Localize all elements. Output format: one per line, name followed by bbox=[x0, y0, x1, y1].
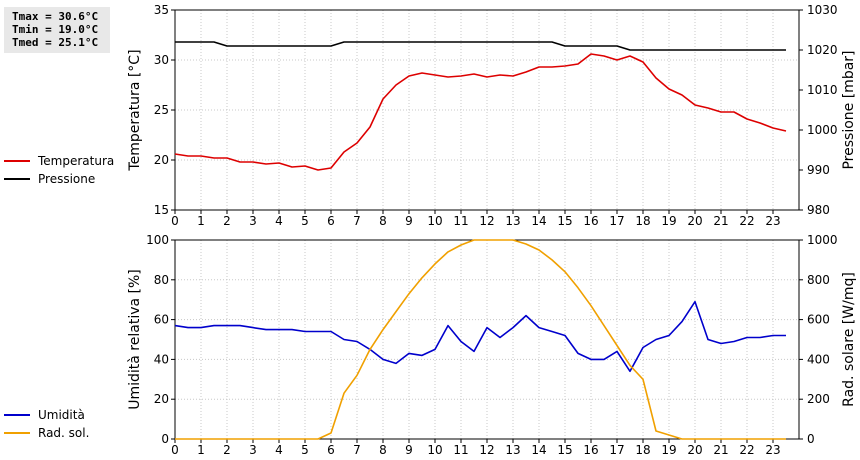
panel1-x-tick-label: 1 bbox=[197, 214, 205, 228]
panel2-y2-tick-label: 0 bbox=[807, 432, 815, 446]
panel1-y-axis-label: Temperatura [°C] bbox=[127, 49, 143, 171]
legend-bottom: Umidità Rad. sol. bbox=[4, 406, 89, 442]
panel2-x-tick-label: 17 bbox=[609, 443, 624, 457]
panel2-y2-tick-label: 200 bbox=[807, 392, 830, 406]
panel1-y2-tick-label: 980 bbox=[807, 203, 830, 217]
panel2-x-tick-label: 1 bbox=[197, 443, 205, 457]
panel2-x-tick-label: 22 bbox=[739, 443, 754, 457]
panel1-y2-tick-label: 1020 bbox=[807, 43, 838, 57]
legend-label-umidita: Umidità bbox=[38, 408, 85, 422]
panel2-x-tick-label: 8 bbox=[379, 443, 387, 457]
panel2-x-tick-label: 7 bbox=[353, 443, 361, 457]
legend-item-radsol: Rad. sol. bbox=[4, 424, 89, 442]
legend-label-pressione: Pressione bbox=[38, 172, 96, 186]
panel1-y2-axis-label: Pressione [mbar] bbox=[841, 50, 857, 169]
legend-item-temperatura: Temperatura bbox=[4, 152, 114, 170]
panel2-x-tick-label: 10 bbox=[427, 443, 442, 457]
panel1-x-tick-label: 10 bbox=[427, 214, 442, 228]
pressione-swatch bbox=[4, 178, 30, 180]
panel2-x-tick-label: 4 bbox=[275, 443, 283, 457]
panel1-series-temperatura-line bbox=[174, 53, 787, 171]
panel2-y-tick-label: 0 bbox=[161, 432, 169, 446]
panel2-series-umidit-line bbox=[174, 300, 786, 373]
panel1-x-tick-label: 0 bbox=[171, 214, 179, 228]
panel2-x-tick-label: 5 bbox=[301, 443, 309, 457]
panel2-x-tick-label: 12 bbox=[479, 443, 494, 457]
legend-label-radsol: Rad. sol. bbox=[38, 426, 90, 440]
panel1-y2-tick-label: 990 bbox=[807, 163, 830, 177]
radsol-swatch bbox=[4, 432, 30, 434]
panel1-x-tick-label: 9 bbox=[405, 214, 413, 228]
panel2-y-tick-label: 60 bbox=[154, 313, 169, 327]
tmin-text: Tmin = 19.0°C bbox=[12, 23, 99, 36]
panel2-series-rad-sol-line bbox=[175, 239, 786, 440]
panel1-x-tick-label: 17 bbox=[609, 214, 624, 228]
panel1-x-tick-label: 20 bbox=[687, 214, 702, 228]
panel1-x-tick-label: 4 bbox=[275, 214, 283, 228]
panel2-x-tick-label: 13 bbox=[505, 443, 520, 457]
panel1-y-tick-label: 35 bbox=[154, 3, 169, 17]
panel1-x-tick-label: 16 bbox=[583, 214, 598, 228]
panel2-y-axis-label: Umidità relativa [%] bbox=[127, 269, 143, 410]
panel1-x-tick-label: 5 bbox=[301, 214, 309, 228]
panel2-x-tick-label: 6 bbox=[327, 443, 335, 457]
panel2-x-tick-label: 21 bbox=[713, 443, 728, 457]
panel1-x-tick-label: 18 bbox=[635, 214, 650, 228]
panel2-x-tick-label: 2 bbox=[223, 443, 231, 457]
panel1-x-tick-label: 22 bbox=[739, 214, 754, 228]
panel1-y-tick-label: 15 bbox=[154, 203, 169, 217]
legend-item-pressione: Pressione bbox=[4, 170, 114, 188]
panel2-x-tick-label: 16 bbox=[583, 443, 598, 457]
panel1-x-tick-label: 12 bbox=[479, 214, 494, 228]
panel2-y2-tick-label: 1000 bbox=[807, 233, 838, 247]
stats-box: Tmax = 30.6°C Tmin = 19.0°C Tmed = 25.1°… bbox=[4, 7, 110, 53]
panel1-y-tick-label: 30 bbox=[154, 53, 169, 67]
panel2-x-tick-label: 9 bbox=[405, 443, 413, 457]
panel2-y-tick-label: 40 bbox=[154, 352, 169, 366]
panel2-x-tick-label: 15 bbox=[557, 443, 572, 457]
panel1-x-tick-label: 7 bbox=[353, 214, 361, 228]
legend-label-temperatura: Temperatura bbox=[38, 154, 115, 168]
panel2-x-tick-label: 18 bbox=[635, 443, 650, 457]
panel2-y-tick-label: 80 bbox=[154, 273, 169, 287]
panel1-x-tick-label: 2 bbox=[223, 214, 231, 228]
legend-item-umidita: Umidità bbox=[4, 406, 89, 424]
panel1-x-tick-label: 13 bbox=[505, 214, 520, 228]
panel1-x-tick-label: 15 bbox=[557, 214, 572, 228]
tmed-text: Tmed = 25.1°C bbox=[12, 36, 99, 49]
panel2-x-tick-label: 20 bbox=[687, 443, 702, 457]
panel2-y2-tick-label: 400 bbox=[807, 352, 830, 366]
panel1-x-tick-label: 8 bbox=[379, 214, 387, 228]
panel1-y2-tick-label: 1030 bbox=[807, 3, 838, 17]
temperatura-swatch bbox=[4, 160, 30, 162]
panel1-x-tick-label: 3 bbox=[249, 214, 257, 228]
panel2-x-tick-label: 23 bbox=[765, 443, 780, 457]
panel2-y-tick-label: 100 bbox=[146, 233, 169, 247]
panel2-x-tick-label: 19 bbox=[661, 443, 676, 457]
legend-top: Temperatura Pressione bbox=[4, 152, 114, 188]
panel2-y-tick-label: 20 bbox=[154, 392, 169, 406]
panel1-x-tick-label: 23 bbox=[765, 214, 780, 228]
tmax-text: Tmax = 30.6°C bbox=[12, 10, 99, 23]
panel2-y2-axis-label: Rad. solare [W/mq] bbox=[841, 272, 857, 407]
panel1-x-tick-label: 14 bbox=[531, 214, 546, 228]
panel1-y2-tick-label: 1000 bbox=[807, 123, 838, 137]
panel1-y-tick-label: 20 bbox=[154, 153, 169, 167]
panel1-series-pressione-line bbox=[175, 41, 786, 51]
panel2-x-tick-label: 3 bbox=[249, 443, 257, 457]
panel2-x-tick-label: 0 bbox=[171, 443, 179, 457]
panel1-x-tick-label: 11 bbox=[453, 214, 468, 228]
panel1-x-tick-label: 6 bbox=[327, 214, 335, 228]
panel1-y2-tick-label: 1010 bbox=[807, 83, 838, 97]
panel2-x-tick-label: 11 bbox=[453, 443, 468, 457]
umidita-swatch bbox=[4, 414, 30, 416]
panel1-x-tick-label: 19 bbox=[661, 214, 676, 228]
panel1-y-tick-label: 25 bbox=[154, 103, 169, 117]
panel2-y2-tick-label: 600 bbox=[807, 313, 830, 327]
panel2-x-tick-label: 14 bbox=[531, 443, 546, 457]
panel1-x-tick-label: 21 bbox=[713, 214, 728, 228]
panel2-y2-tick-label: 800 bbox=[807, 273, 830, 287]
